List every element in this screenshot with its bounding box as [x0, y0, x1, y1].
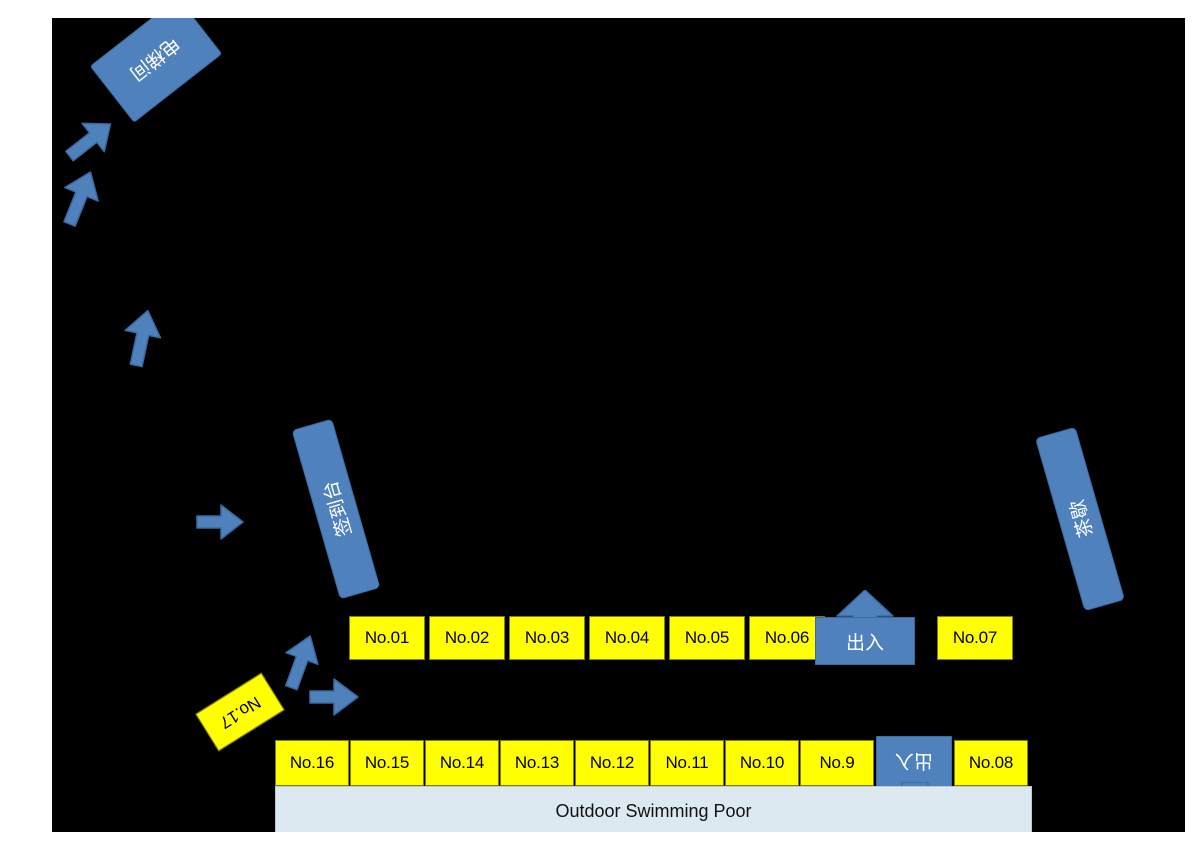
block-registration[interactable]: 签到台: [291, 418, 381, 600]
block-tea-break[interactable]: 茶歇: [1035, 426, 1125, 612]
arrow-down-right-3: [112, 306, 172, 370]
block-entrance-top[interactable]: 出入: [815, 617, 915, 665]
booth-label: No.14: [439, 753, 485, 772]
block-elevator[interactable]: 电梯间: [89, 18, 223, 123]
booth-no-06[interactable]: No.06: [749, 616, 825, 660]
booth-label: No.10: [739, 753, 785, 772]
outdoor-swimming-pool: Outdoor Swimming Poor: [275, 786, 1032, 832]
booth-label: No.16: [289, 753, 335, 772]
booth-label: No.01: [364, 628, 410, 647]
entrance-top-arrow-icon: [835, 590, 895, 626]
block-entrance-top-label: 出入: [845, 632, 884, 654]
block-registration-label: 签到台: [319, 478, 356, 539]
booth-no-12[interactable]: No.12: [575, 740, 649, 786]
diagram-canvas: 电梯间: [52, 18, 1185, 832]
arrow-down-right-5: [270, 630, 330, 692]
booth-no-05[interactable]: No.05: [669, 616, 745, 660]
booth-no-04[interactable]: No.04: [589, 616, 665, 660]
block-entrance-bottom-label: 出入: [894, 749, 933, 771]
booth-label: No.12: [589, 753, 635, 772]
booth-no-09[interactable]: No.9: [800, 740, 874, 786]
arrow-down-2: [52, 166, 110, 230]
booth-no-11[interactable]: No.11: [650, 740, 724, 786]
block-elevator-label: 电梯间: [125, 32, 184, 85]
booth-no-03[interactable]: No.03: [509, 616, 585, 660]
booth-label: No.07: [952, 628, 998, 647]
booth-no-01[interactable]: No.01: [349, 616, 425, 660]
arrow-right-4: [190, 494, 250, 544]
booth-no-15[interactable]: No.15: [350, 740, 424, 786]
booth-no-16[interactable]: No.16: [275, 740, 349, 786]
arrow-down-left-1: [60, 110, 120, 170]
pool-label: Outdoor Swimming Poor: [555, 800, 752, 821]
booth-no-08[interactable]: No.08: [954, 740, 1028, 786]
block-tea-break-label: 茶歇: [1066, 497, 1098, 540]
booth-label: No.04: [604, 628, 650, 647]
booth-label: No.03: [524, 628, 570, 647]
block-entrance-bottom[interactable]: 出入: [876, 736, 952, 788]
booth-label: No.02: [444, 628, 490, 647]
booth-no-13[interactable]: No.13: [500, 740, 574, 786]
booth-label: No.17: [216, 692, 265, 733]
booth-label: No.05: [684, 628, 730, 647]
booth-no-07[interactable]: No.07: [937, 616, 1013, 660]
booth-no-10[interactable]: No.10: [725, 740, 799, 786]
arrow-right-6: [304, 668, 364, 720]
booth-label: No.15: [364, 753, 410, 772]
booth-label: No.9: [819, 753, 855, 772]
booth-label: No.08: [968, 753, 1014, 772]
booth-no-17[interactable]: No.17: [195, 672, 285, 752]
booth-no-02[interactable]: No.02: [429, 616, 505, 660]
booth-label: No.06: [764, 628, 810, 647]
booth-label: No.13: [514, 753, 560, 772]
booth-label: No.11: [665, 753, 709, 772]
booth-no-14[interactable]: No.14: [425, 740, 499, 786]
